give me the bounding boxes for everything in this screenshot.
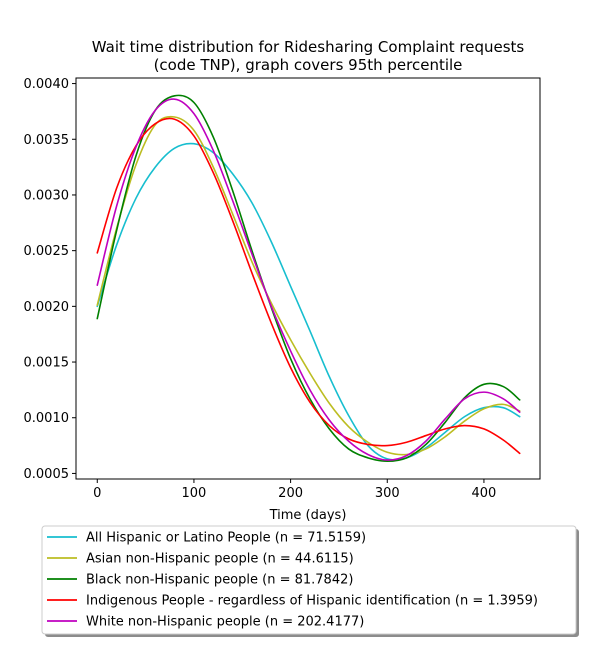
series-line-3: [96, 94, 521, 462]
y-tick-label: 0.0015: [24, 356, 70, 371]
series-line-2: [96, 115, 521, 456]
series-line-5: [96, 98, 521, 461]
legend-label: Asian non-Hispanic people (n = 44.6115): [86, 552, 354, 567]
x-tick-label: 100: [182, 486, 207, 501]
series-layer: [96, 94, 521, 462]
legend-label: White non-Hispanic people (n = 202.4177): [86, 615, 364, 630]
legend-label: Black non-Hispanic people (n = 81.7842): [86, 573, 353, 588]
y-tick-label: 0.0020: [24, 300, 70, 315]
series-line-4: [96, 117, 521, 455]
x-tick-label: 300: [375, 486, 400, 501]
legend: All Hispanic or Latino People (n = 71.51…: [41, 525, 579, 637]
x-tick-label: 400: [472, 486, 497, 501]
y-tick-label: 0.0040: [24, 77, 70, 92]
legend-label: Indigenous People - regardless of Hispan…: [86, 594, 538, 609]
y-tick-label: 0.0005: [24, 467, 70, 482]
series-line-1: [96, 142, 521, 461]
x-tick-label: 200: [278, 486, 303, 501]
chart-title-line1: Wait time distribution for Ridesharing C…: [92, 38, 525, 56]
x-axis-label: Time (days): [269, 508, 347, 523]
y-tick-label: 0.0010: [24, 411, 70, 426]
legend-box: [41, 525, 577, 635]
plot-frame: [75, 77, 541, 480]
y-tick-label: 0.0030: [24, 188, 70, 203]
legend-label: All Hispanic or Latino People (n = 71.51…: [86, 531, 366, 546]
y-tick-label: 0.0035: [24, 133, 70, 148]
chart-title-line2: (code TNP), graph covers 95th percentile: [154, 56, 463, 74]
axis-layer: 0 100 200 300 400 0.0005 0.0010 0.0015 0.0020 0.0…: [24, 77, 497, 501]
y-tick-label: 0.0025: [24, 244, 70, 259]
x-tick-label: 0: [93, 486, 101, 501]
